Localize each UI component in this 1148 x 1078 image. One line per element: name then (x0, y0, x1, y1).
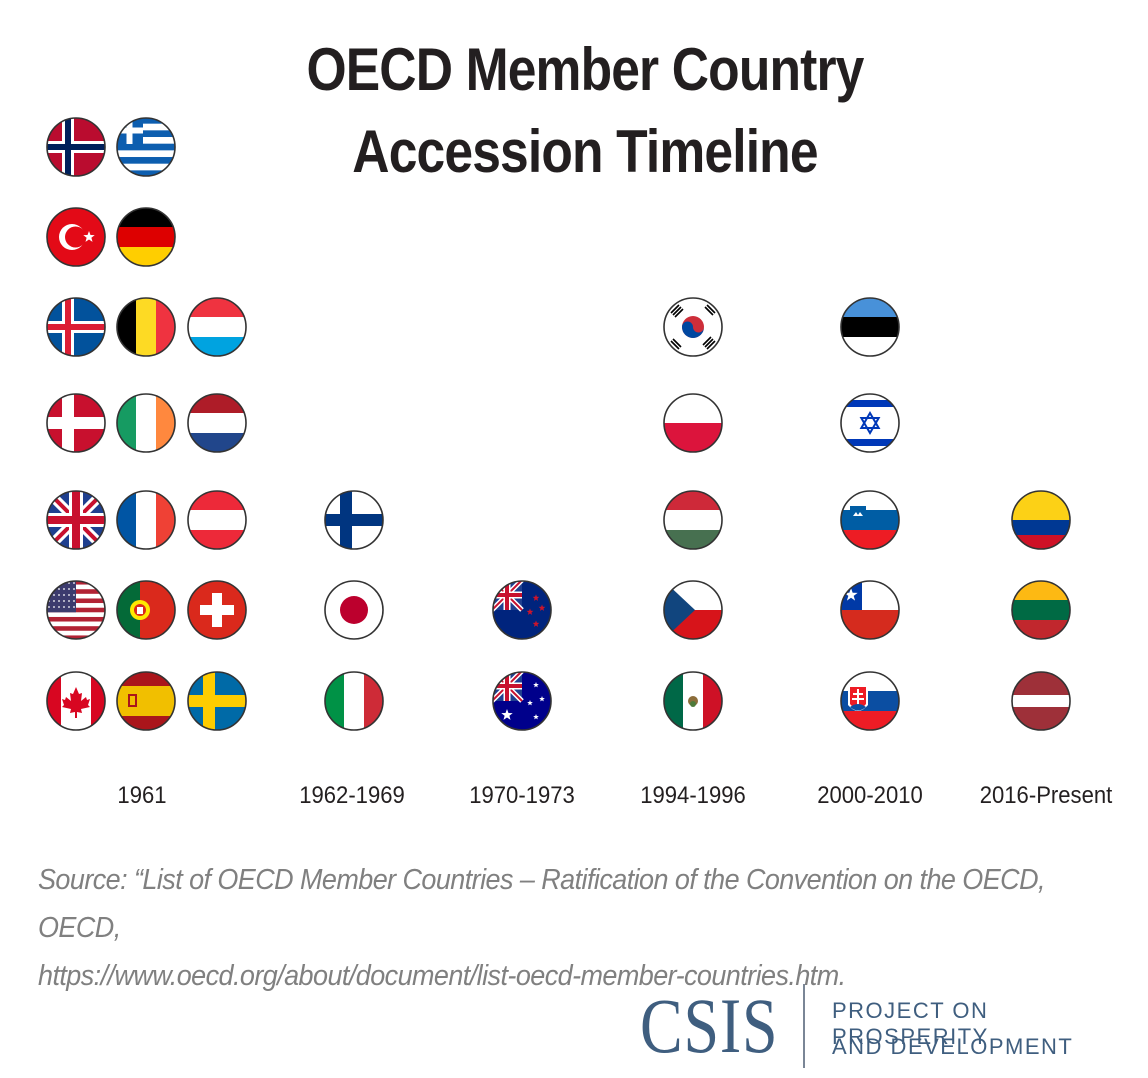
flag-belgium (116, 297, 176, 357)
flag-australia (492, 671, 552, 731)
flag-slovenia (840, 490, 900, 550)
flag-turkey (46, 207, 106, 267)
period-label-1970-1973: 1970-1973 (469, 782, 575, 809)
program-name-line1: PROJECT ON PROSPERITY (832, 998, 989, 1049)
flag-switzerland (187, 580, 247, 640)
period-label-2000-2010: 2000-2010 (817, 782, 923, 809)
flag-netherlands (187, 393, 247, 453)
flag-denmark (46, 393, 106, 453)
flag-finland (324, 490, 384, 550)
flag-mexico (663, 671, 723, 731)
period-label-2016-present: 2016-Present (979, 782, 1113, 809)
flag-slovakia (840, 671, 900, 731)
flag-colombia (1011, 490, 1071, 550)
period-label-1962-1969: 1962-1969 (299, 782, 405, 809)
source-line-1: Source: “List of OECD Member Countries –… (38, 864, 1046, 944)
period-label-1994-1996: 1994-1996 (640, 782, 746, 809)
flag-estonia (840, 297, 900, 357)
flag-portugal (116, 580, 176, 640)
flag-chile (840, 580, 900, 640)
chart-title-line1: OECD Member Country (306, 36, 864, 103)
flag-iceland (46, 297, 106, 357)
flag-france (116, 490, 176, 550)
flag-greece (116, 117, 176, 177)
flag-czech-republic (663, 580, 723, 640)
flag-united-states (46, 580, 106, 640)
flag-italy (324, 671, 384, 731)
flag-south-korea (663, 297, 723, 357)
flag-luxembourg (187, 297, 247, 357)
flag-germany (116, 207, 176, 267)
flag-chart (46, 117, 1071, 731)
flag-japan (324, 580, 384, 640)
flag-hungary (663, 490, 723, 550)
program-name-line2: AND DEVELOPMENT (832, 1034, 1074, 1059)
flag-ireland (116, 393, 176, 453)
flag-latvia (1011, 671, 1071, 731)
csis-wordmark: CSIS (640, 982, 779, 1069)
source-note: Source: “List of OECD Member Countries –… (38, 856, 1052, 1000)
flag-lithuania (1011, 580, 1071, 640)
flag-austria (187, 490, 247, 550)
period-label-1961: 1961 (117, 782, 167, 809)
flag-norway (46, 117, 106, 177)
flag-spain (116, 671, 176, 731)
flag-canada (46, 671, 106, 731)
chart-title-line2: Accession Timeline (352, 118, 818, 185)
flag-new-zealand (492, 580, 552, 640)
source-line-2: https://www.oecd.org/about/document/list… (38, 960, 846, 992)
logo-divider (803, 984, 805, 1068)
flag-sweden (187, 671, 247, 731)
flag-poland (663, 393, 723, 453)
flag-israel (840, 393, 900, 453)
csis-logo: CSIS PROJECT ON PROSPERITY AND DEVELOPME… (640, 978, 1130, 1073)
flag-united-kingdom (46, 490, 106, 550)
